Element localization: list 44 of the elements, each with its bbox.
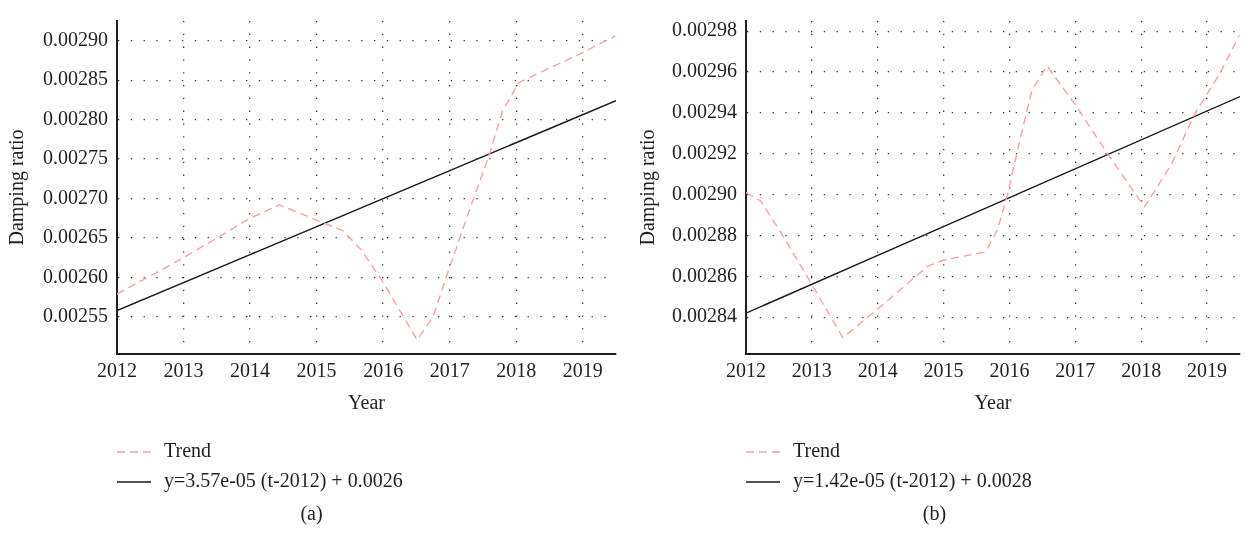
x-tick-label: 2014 — [230, 359, 271, 382]
legend-label: Trend — [793, 439, 841, 462]
x-tick-label: 2013 — [163, 359, 204, 382]
legend-label: Trend — [164, 439, 212, 462]
x-tick-label: 2018 — [1121, 359, 1162, 382]
y-tick-label: 0.00275 — [43, 146, 108, 169]
y-tick-label: 0.00285 — [43, 67, 108, 90]
line-series — [117, 35, 616, 341]
x-tick-label: 2015 — [923, 359, 964, 382]
x-tick-label: 2019 — [1187, 359, 1228, 382]
y-tick-label: 0.00294 — [672, 100, 737, 123]
y-tick-label: 0.00298 — [672, 18, 737, 41]
text: (b) — [922, 502, 947, 526]
x-axis-title: Year — [974, 391, 1012, 414]
y-tick-label: 0.00292 — [672, 141, 737, 164]
x-tick-label: 2018 — [496, 359, 537, 382]
y-tick-label: 0.00280 — [43, 106, 108, 129]
text: (a) — [300, 502, 323, 526]
x-tick-label: 2016 — [989, 359, 1030, 382]
y-tick-label: 0.00265 — [43, 225, 108, 248]
y-tick-label: 0.00290 — [672, 181, 737, 204]
x-tick-label: 2014 — [857, 359, 898, 382]
x-tick-label: 2017 — [1055, 359, 1096, 382]
x-tick-label: 2016 — [363, 359, 404, 382]
legend-label: y=1.42e-05 (t-2012) + 0.0028 — [793, 469, 1032, 493]
y-tick-label: 0.00288 — [672, 222, 737, 245]
y-tick-label: 0.00260 — [43, 264, 108, 287]
y-tick-label: 0.00286 — [672, 263, 737, 286]
x-tick-label: 2017 — [429, 359, 470, 382]
y-axis-title: Damping ratio — [636, 129, 660, 246]
y-tick-label: 0.00270 — [43, 185, 108, 208]
x-tick-label: 2019 — [562, 359, 603, 382]
y-tick-label: 0.00255 — [43, 304, 108, 327]
y-axis-title: Damping ratio — [5, 129, 29, 246]
x-tick-label: 2012 — [726, 359, 766, 382]
y-tick-label: 0.00296 — [672, 59, 737, 82]
legend-label: y=3.57e-05 (t-2012) + 0.0026 — [164, 469, 403, 493]
x-axis-title: Year — [348, 391, 386, 414]
x-tick-label: 2013 — [791, 359, 832, 382]
y-tick-label: 0.00284 — [672, 304, 737, 327]
x-tick-label: 2012 — [97, 359, 137, 382]
line-series — [746, 34, 1240, 339]
y-tick-label: 0.00290 — [43, 27, 108, 50]
x-tick-label: 2015 — [296, 359, 337, 382]
